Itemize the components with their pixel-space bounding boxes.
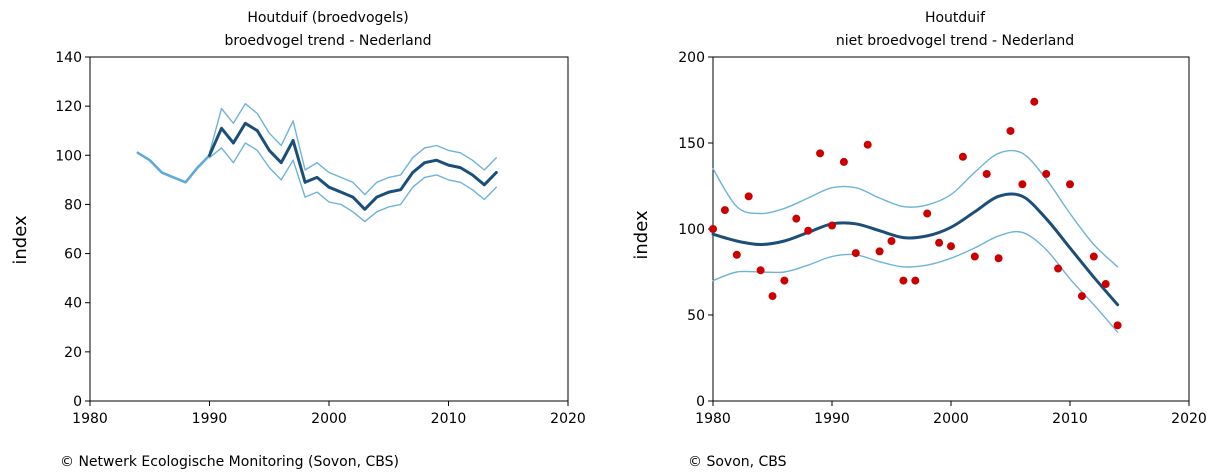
right-chart-xtick-label: 2000 [933, 411, 969, 427]
left-chart-yticks: 0 20 40 60 80 100 120 140 [55, 50, 90, 410]
left-chart-xtick-label: 2020 [550, 411, 586, 427]
right-chart-data-point [1089, 252, 1098, 261]
left-chart-ytick-label: 140 [55, 50, 82, 66]
right-chart-ylabel: index [631, 210, 652, 260]
right-chart-data-point [970, 252, 979, 261]
left-chart-ytick-label: 40 [64, 296, 82, 312]
right-chart-xticks: 1980 1990 2000 2010 2020 [695, 401, 1207, 427]
right-chart-data-point [1018, 180, 1027, 189]
right-chart-ytick-label: 50 [687, 308, 705, 324]
right-chart-data-point [1066, 180, 1074, 189]
left-chart-ytick-label: 60 [64, 247, 82, 263]
right-credit: © Sovon, CBS [688, 454, 787, 470]
right-chart-data-point [768, 292, 777, 301]
left-chart: Houtduif (broedvogels) broedvogel trend … [10, 10, 586, 427]
right-chart-data-point [875, 247, 884, 256]
left-chart-upper-line [208, 103, 497, 196]
right-chart-data-point [1030, 97, 1039, 106]
right-chart-data-point [982, 169, 991, 178]
right-chart-data-point [744, 192, 753, 201]
right-chart-data-point [828, 221, 836, 230]
right-chart-data-point [887, 237, 896, 246]
right-chart-ytick-label: 100 [678, 222, 705, 238]
right-chart-ytick-label: 0 [696, 394, 705, 410]
right-chart-data-point [863, 140, 872, 149]
left-credit: © Netwerk Ecologische Monitoring (Sovon,… [60, 454, 399, 470]
right-chart-data-point [792, 214, 801, 223]
right-chart-data-point [1006, 126, 1015, 135]
right-chart-data-point [709, 225, 717, 233]
left-chart-xticks: 1980 1990 2000 2010 2020 [72, 401, 586, 427]
right-chart-data-point [804, 226, 813, 235]
right-chart-data-point [720, 206, 729, 215]
right-chart-upper-line [712, 149, 1119, 268]
right-chart-data-point [947, 242, 955, 251]
right-chart-data-point [1113, 321, 1122, 330]
right-chart-data-point [1042, 169, 1051, 178]
left-chart-subtitle: broedvogel trend - Nederland [225, 33, 432, 49]
left-chart-title: Houtduif (broedvogels) [247, 10, 408, 26]
left-chart-plot-frame [89, 56, 569, 402]
right-chart-lower-line [712, 230, 1119, 333]
right-chart: Houtduif niet broedvogel trend - Nederla… [631, 10, 1207, 427]
right-chart-data-point [958, 152, 967, 161]
right-chart-xtick-label: 2020 [1171, 411, 1207, 427]
left-chart-series [136, 103, 498, 223]
right-chart-data-point [994, 254, 1003, 263]
left-chart-ytick-label: 20 [64, 345, 82, 361]
left-chart-ytick-label: 100 [55, 148, 82, 164]
right-chart-ytick-label: 150 [678, 136, 705, 152]
left-chart-lower-line [208, 142, 497, 223]
right-chart-plot-frame [712, 56, 1190, 402]
right-chart-data-point [851, 249, 860, 258]
right-chart-trend-line [711, 192, 1120, 307]
right-chart-ytick-label: 200 [678, 50, 705, 66]
right-chart-data-point [732, 250, 741, 259]
right-chart-data-point [839, 157, 848, 166]
left-chart-xtick-label: 1980 [72, 411, 108, 427]
right-chart-data-point [1077, 292, 1086, 301]
right-chart-series [711, 149, 1120, 333]
left-chart-ytick-label: 120 [55, 99, 82, 115]
right-chart-points [709, 97, 1122, 330]
left-chart-ylabel: index [10, 215, 31, 265]
left-chart-xtick-label: 2000 [311, 411, 347, 427]
right-chart-xtick-label: 2010 [1052, 411, 1088, 427]
right-chart-subtitle: niet broedvogel trend - Nederland [836, 33, 1074, 49]
left-chart-early-line [136, 151, 211, 184]
left-chart-ytick-label: 80 [64, 197, 82, 213]
right-chart-xtick-label: 1980 [695, 411, 731, 427]
right-chart-data-point [923, 209, 932, 218]
right-chart-xtick-label: 1990 [814, 411, 850, 427]
left-chart-xtick-label: 2010 [431, 411, 467, 427]
right-chart-data-point [1054, 264, 1063, 273]
right-chart-data-point [1101, 280, 1110, 289]
right-chart-data-point [780, 276, 789, 285]
left-chart-xtick-label: 1990 [192, 411, 228, 427]
right-chart-data-point [899, 276, 908, 285]
right-chart-yticks: 0 50 100 150 200 [678, 50, 713, 410]
right-chart-data-point [911, 276, 920, 285]
right-chart-title: Houtduif [925, 10, 986, 26]
left-chart-ytick-label: 0 [73, 394, 82, 410]
left-chart-trend-line [208, 121, 498, 211]
right-chart-data-point [816, 149, 825, 158]
right-chart-data-point [935, 238, 944, 247]
right-chart-data-point [756, 266, 765, 275]
